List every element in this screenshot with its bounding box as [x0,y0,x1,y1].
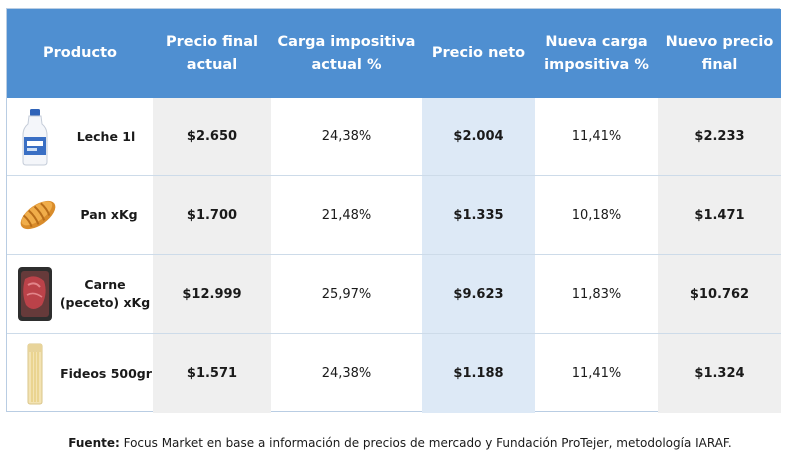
source-text: Focus Market en base a información de pr… [123,436,732,450]
bread-icon [17,184,59,246]
product-cell: Fideos 500gr [7,334,153,413]
meat-package-icon [15,263,55,325]
nueva-carga-cell: 10,18% [535,176,658,255]
carga-actual-cell: 25,97% [271,255,422,334]
header-nueva-carga-impositiva: Nueva carga impositiva % [535,9,658,98]
product-name: Leche 1l [76,128,136,144]
nuevo-precio-final-cell: $10.762 [658,255,781,334]
carga-actual-cell: 21,48% [271,176,422,255]
product-cell: Carne (peceto) xKg [7,255,153,334]
nuevo-precio-final-cell: $2.233 [658,98,781,176]
product-cell: Pan xKg [7,176,153,255]
milk-bottle-icon [17,106,53,168]
source-note: Fuente: Focus Market en base a informaci… [0,436,800,450]
nueva-carga-cell: 11,41% [535,98,658,176]
precio-neto-cell: $1.335 [422,176,535,255]
nueva-carga-cell: 11,41% [571,366,622,381]
product-name: Fideos 500gr [60,365,152,381]
precio-final-actual-cell: $1.571 [153,334,271,413]
nuevo-precio-final-cell: $1.471 [658,176,781,255]
header-precio-neto: Precio neto [422,9,535,98]
product-name: Carne (peceto) xKg [59,277,151,310]
precio-final-actual-cell: $1.700 [153,176,271,255]
header-carga-impositiva-actual: Carga impositiva actual % [271,9,422,98]
source-label: Fuente: [68,436,120,450]
precio-neto-cell: $9.623 [422,255,535,334]
header-nuevo-precio-final: Nuevo precio final [658,9,781,98]
product-name: Pan xKg [80,207,138,222]
precio-neto-cell: $2.004 [422,98,535,176]
header-producto: Producto [7,9,153,98]
pasta-package-icon [17,343,53,405]
carga-actual-cell: 24,38% [321,366,372,381]
nuevo-precio-final-cell: $1.324 [658,334,781,413]
price-table: Producto Precio final actual Carga impos… [6,8,781,413]
nueva-carga-cell: 11,83% [535,255,658,334]
precio-final-actual-cell: $12.999 [153,255,271,334]
product-cell: Leche 1l [7,98,153,176]
header-precio-final-actual: Precio final actual [153,9,271,98]
precio-final-actual-cell: $2.650 [153,98,271,176]
carga-actual-cell: 24,38% [271,98,422,176]
precio-neto-cell: $1.188 [422,334,535,413]
